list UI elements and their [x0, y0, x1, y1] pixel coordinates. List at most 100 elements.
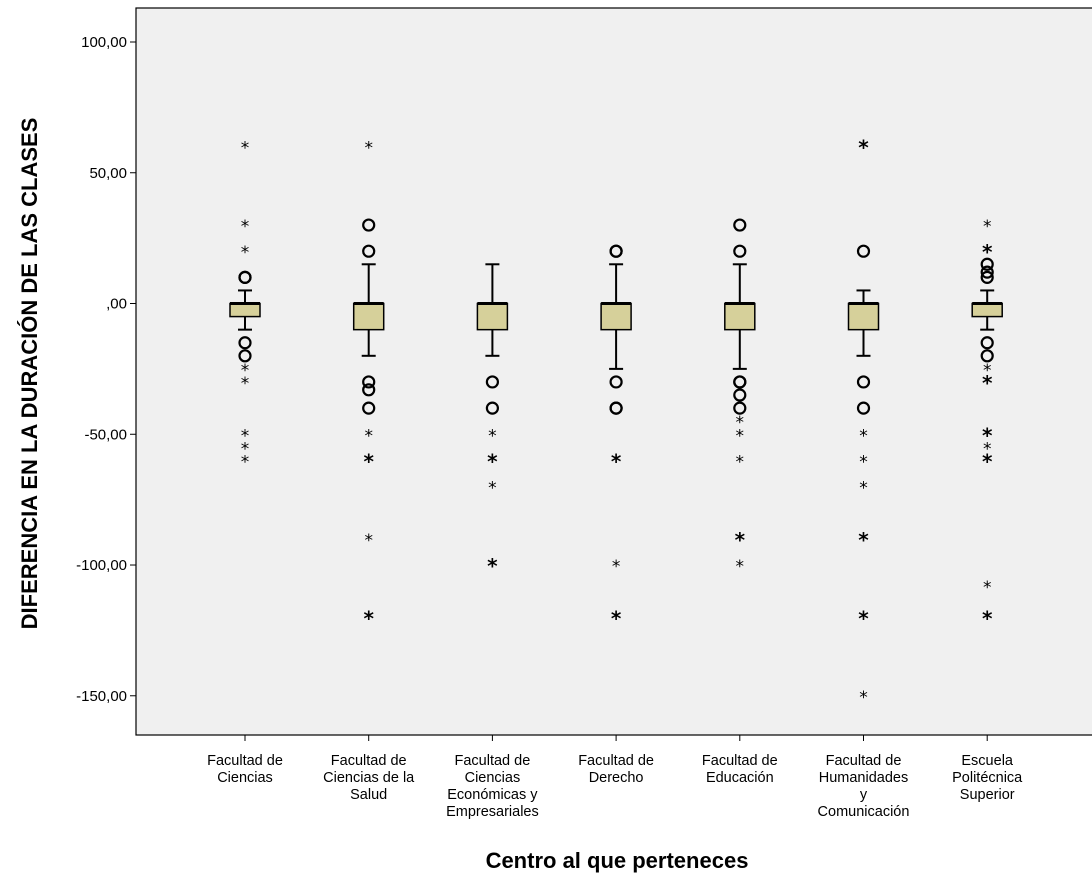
extreme-star: *	[241, 361, 250, 381]
box	[352, 302, 385, 331]
x-category-label-line: Derecho	[589, 770, 644, 786]
extreme-star: *	[859, 479, 868, 499]
outlier-circle	[856, 244, 871, 258]
extreme-star-bold: *	[982, 423, 993, 447]
extreme-star: *	[859, 688, 868, 708]
outlier-circle	[238, 270, 252, 284]
extreme-star-bold: *	[982, 240, 993, 264]
outlier-circle	[856, 401, 871, 415]
x-category-label-line: Facultad de	[331, 753, 407, 769]
box-group: * * *	[600, 244, 632, 630]
x-axis-label: Centro al que perteneces	[486, 848, 749, 873]
extreme-star-bold: *	[982, 606, 993, 630]
x-category-label-line: Facultad de	[455, 753, 531, 769]
extreme-star: *	[983, 578, 992, 598]
box-group: *****	[724, 218, 756, 577]
x-category-label-line: Facultad de	[702, 753, 778, 769]
extreme-star: *	[241, 243, 250, 263]
extreme-star-bold: *	[363, 449, 374, 473]
outlier-circle	[238, 349, 252, 363]
outlier-circle	[733, 401, 747, 415]
extreme-star-bold: *	[487, 554, 498, 578]
x-category-label: Facultad de Humanidades y Comunicación	[818, 753, 910, 820]
x-category-label: Facultad de Ciencias de la Salud	[323, 753, 415, 803]
outlier-circle	[733, 375, 747, 389]
x-category-label-line: Comunicación	[818, 804, 910, 820]
x-category-label-line: Empresariales	[446, 804, 539, 820]
box-group: * * * * * * *	[847, 136, 880, 708]
outlier-circle	[609, 375, 623, 389]
box	[724, 302, 756, 331]
x-category-label: Facultad de Ciencias	[207, 753, 283, 786]
extreme-star: *	[241, 139, 250, 159]
extreme-star: *	[612, 557, 621, 577]
y-tick-label: -50,00	[84, 426, 127, 443]
box-group: * * * *	[476, 263, 509, 578]
extreme-star-bold: *	[858, 606, 869, 630]
x-category-label: Facultad de Derecho	[578, 753, 654, 786]
y-tick-label: 50,00	[89, 165, 127, 182]
extreme-star: *	[364, 139, 373, 159]
outlier-circle	[485, 401, 499, 415]
outlier-circle	[733, 244, 747, 258]
extreme-star: *	[859, 452, 868, 472]
extreme-star: *	[983, 439, 992, 459]
extreme-star-bold: *	[611, 606, 622, 630]
x-category-label: Escuela Politécnica Superior	[952, 753, 1023, 803]
extreme-star: *	[488, 426, 497, 446]
extreme-star: *	[241, 374, 250, 394]
extreme-star: *	[859, 426, 868, 446]
extreme-star: *	[241, 439, 250, 459]
y-axis-label: DIFERENCIA EN LA DURACIÓN DE LAS CLASES	[17, 118, 42, 630]
x-category-label-line: Humanidades	[819, 770, 908, 786]
extreme-star-bold: *	[858, 136, 869, 160]
x-category-label-line: Superior	[960, 787, 1015, 803]
extreme-star: *	[364, 531, 373, 551]
extreme-star-bold: *	[982, 371, 993, 395]
outlier-circle	[362, 401, 376, 415]
y-tick-label: -150,00	[76, 688, 127, 705]
x-category-label-line: Económicas y	[447, 787, 538, 803]
extreme-star: *	[736, 413, 745, 433]
outlier-circle	[362, 375, 376, 389]
y-tick-label: -100,00	[76, 557, 127, 574]
box	[600, 302, 632, 331]
x-category-label: Facultad de Educación	[702, 753, 778, 786]
extreme-star-bold: *	[487, 449, 498, 473]
extreme-star-bold: *	[363, 606, 374, 630]
outlier-circle	[362, 383, 376, 397]
y-axis: 100,00 50,00 ,00 -50,00 -100,00 -150,00	[76, 34, 136, 705]
x-category-label-line: Salud	[350, 787, 387, 803]
box-group: *********	[971, 217, 1003, 630]
y-tick-label: ,00	[106, 296, 127, 313]
outlier-circle	[609, 244, 623, 258]
x-category-label-line: Escuela	[961, 753, 1014, 769]
outlier-circle	[980, 336, 994, 350]
outlier-circle	[980, 265, 994, 279]
x-category-label-line: Ciencias	[217, 770, 273, 786]
x-category-label-line: Facultad de	[207, 753, 283, 769]
outlier-circle	[980, 349, 994, 363]
outlier-circle	[980, 270, 994, 284]
extreme-star: *	[983, 361, 992, 381]
x-category-label-line: Ciencias de la	[323, 770, 415, 786]
x-category-label-line: y	[860, 787, 868, 803]
x-category-label-line: Facultad de	[578, 753, 654, 769]
extreme-star: *	[364, 426, 373, 446]
extreme-star: *	[241, 217, 250, 237]
outlier-circle	[609, 401, 623, 415]
extreme-star: *	[736, 426, 745, 446]
extreme-star-bold: *	[858, 528, 869, 552]
extreme-star: *	[488, 479, 497, 499]
y-tick-label: 100,00	[81, 34, 127, 51]
extreme-star-bold: *	[735, 528, 746, 552]
extreme-star-bold: *	[611, 449, 622, 473]
box-group: * * * * *	[352, 139, 385, 630]
x-category-label-line: Educación	[706, 770, 774, 786]
outlier-circle	[733, 218, 747, 232]
box-groups: ***************** ***********************…	[229, 136, 1003, 708]
extreme-star: *	[241, 426, 250, 446]
outlier-circle	[238, 336, 252, 350]
